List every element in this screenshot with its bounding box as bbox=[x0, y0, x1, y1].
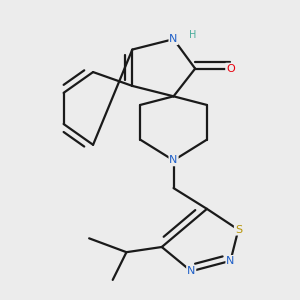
Text: N: N bbox=[169, 34, 178, 44]
Text: H: H bbox=[189, 30, 196, 40]
Text: O: O bbox=[226, 64, 235, 74]
Text: N: N bbox=[187, 266, 195, 276]
Text: S: S bbox=[235, 225, 242, 235]
Text: N: N bbox=[169, 155, 178, 165]
Text: N: N bbox=[226, 256, 235, 266]
